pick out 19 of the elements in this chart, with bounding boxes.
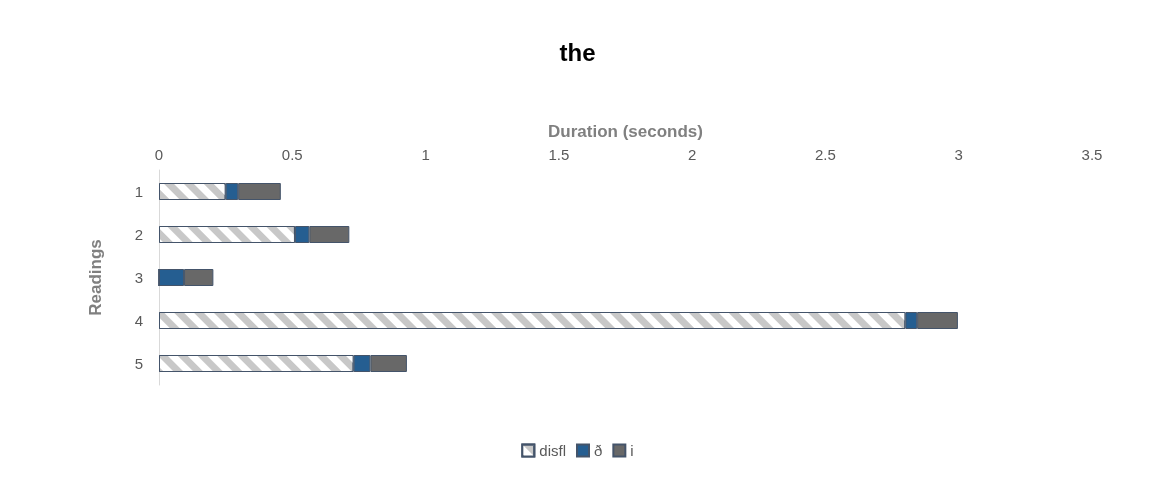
chart-title: the [559, 38, 596, 66]
x-tick-label: 2.5 [815, 146, 836, 163]
y-tick-label: 1 [134, 183, 143, 200]
x-tick-label: 0 [154, 146, 164, 163]
x-tick-label: 3.5 [1081, 146, 1103, 163]
x-axis-title: Duration (seconds) [548, 122, 703, 141]
y-tick-label: 4 [134, 312, 143, 329]
x-tick-label: 1.5 [548, 146, 570, 163]
y-tick-label: 3 [134, 269, 143, 286]
x-tick-label: 2 [687, 146, 697, 163]
y-axis-title: Readings [86, 239, 105, 316]
y-tick-label: 5 [134, 355, 143, 372]
legend-label: ð [594, 442, 603, 459]
x-tick-label: 3 [954, 146, 963, 163]
y-tick-label: 2 [134, 226, 143, 243]
legend-label: disfl [539, 442, 567, 459]
x-tick-label: 0.5 [281, 146, 303, 163]
x-tick-label: 1 [421, 146, 430, 163]
legend-label: i [630, 442, 634, 459]
